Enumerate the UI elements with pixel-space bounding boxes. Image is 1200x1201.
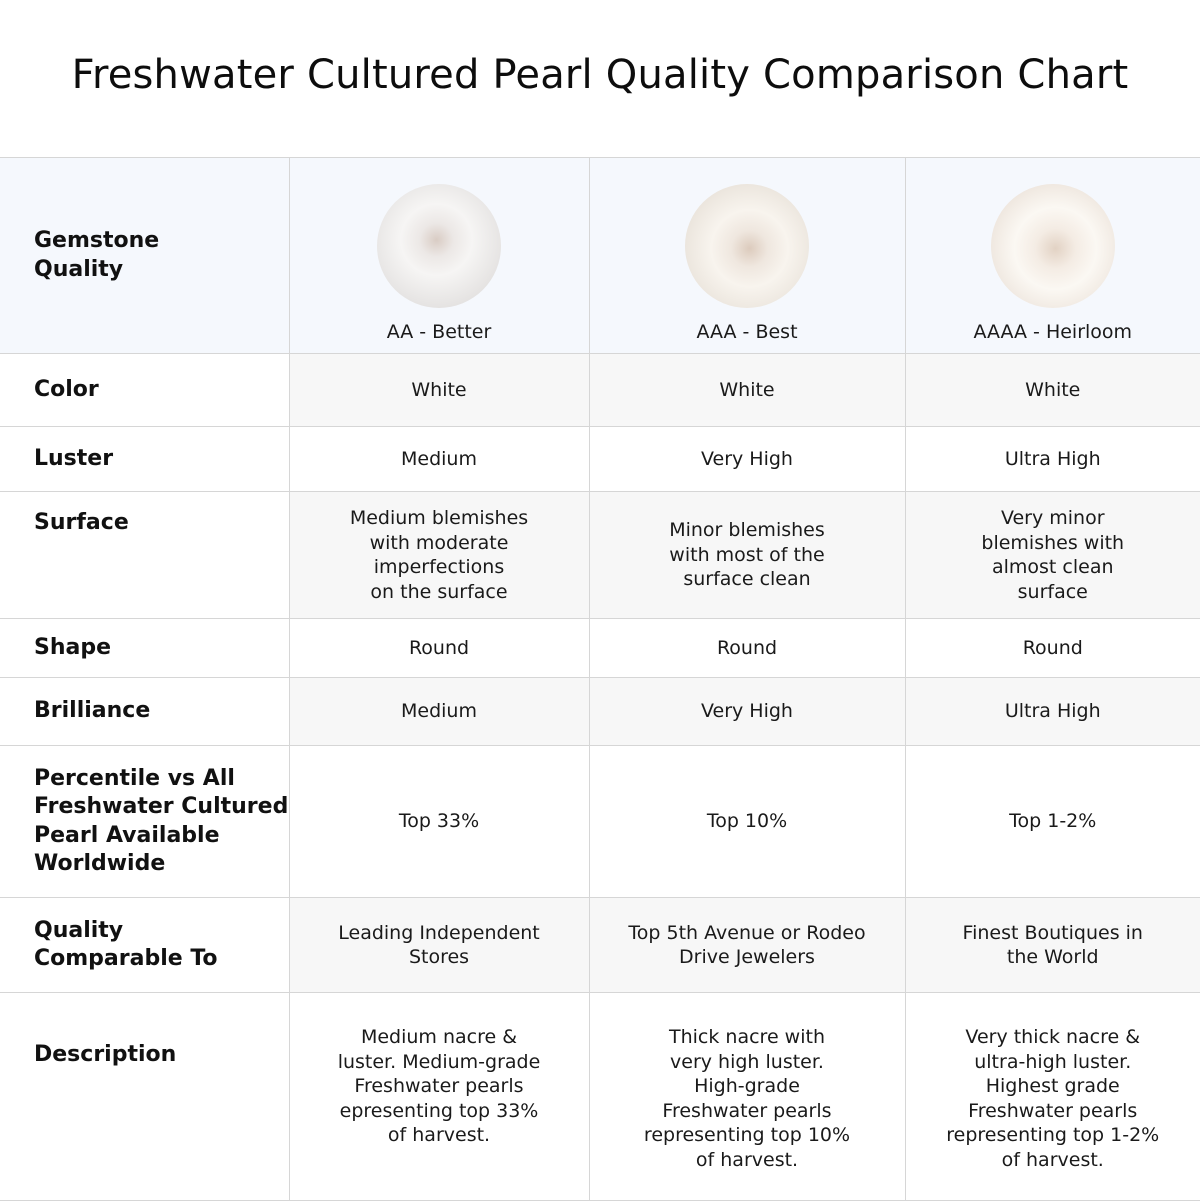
header-row: Gemstone Quality AA - Better AAA - Best … bbox=[0, 158, 1200, 354]
grade-name: AAA - Best bbox=[590, 320, 905, 345]
cell-value: Very minor blemishes with almost clean s… bbox=[905, 492, 1200, 619]
header-label: Gemstone Quality bbox=[0, 158, 289, 354]
cell-value: Minor blemishes with most of the surface… bbox=[589, 492, 905, 619]
pearl-image bbox=[685, 184, 809, 308]
cell-value: Medium bbox=[289, 678, 589, 746]
row-label: Surface bbox=[0, 492, 289, 619]
row-label: Percentile vs All Freshwater Cultured Pe… bbox=[0, 746, 289, 898]
cell-value: Thick nacre with very high luster. High-… bbox=[589, 993, 905, 1201]
row-label: Shape bbox=[0, 619, 289, 678]
cell-value: Medium blemishes with moderate imperfect… bbox=[289, 492, 589, 619]
cell-value: Round bbox=[289, 619, 589, 678]
cell-value: Ultra High bbox=[905, 678, 1200, 746]
table-row: Percentile vs All Freshwater Cultured Pe… bbox=[0, 746, 1200, 898]
cell-value: Round bbox=[589, 619, 905, 678]
cell-value: Top 10% bbox=[589, 746, 905, 898]
cell-value: Leading Independent Stores bbox=[289, 898, 589, 993]
cell-value: Top 33% bbox=[289, 746, 589, 898]
cell-value: Top 1-2% bbox=[905, 746, 1200, 898]
cell-value: Top 5th Avenue or Rodeo Drive Jewelers bbox=[589, 898, 905, 993]
page-title: Freshwater Cultured Pearl Quality Compar… bbox=[0, 52, 1200, 98]
cell-value: Round bbox=[905, 619, 1200, 678]
cell-value: Very High bbox=[589, 427, 905, 492]
cell-value: Medium nacre & luster. Medium-grade Fres… bbox=[289, 993, 589, 1201]
row-label: Color bbox=[0, 354, 289, 427]
cell-value: White bbox=[589, 354, 905, 427]
cell-value: Medium bbox=[289, 427, 589, 492]
grade-aaaa: AAAA - Heirloom bbox=[905, 158, 1200, 354]
grade-aaa: AAA - Best bbox=[589, 158, 905, 354]
row-label: Luster bbox=[0, 427, 289, 492]
row-label: Description bbox=[0, 993, 289, 1201]
cell-value: Very thick nacre & ultra-high luster. Hi… bbox=[905, 993, 1200, 1201]
cell-value: White bbox=[289, 354, 589, 427]
pearl-image bbox=[991, 184, 1115, 308]
grade-name: AA - Better bbox=[290, 320, 589, 345]
grade-aa: AA - Better bbox=[289, 158, 589, 354]
comparison-table: Gemstone Quality AA - Better AAA - Best … bbox=[0, 157, 1200, 1201]
row-label: Brilliance bbox=[0, 678, 289, 746]
cell-value: White bbox=[905, 354, 1200, 427]
cell-value: Very High bbox=[589, 678, 905, 746]
pearl-image bbox=[377, 184, 501, 308]
cell-value: Ultra High bbox=[905, 427, 1200, 492]
cell-value: Finest Boutiques in the World bbox=[905, 898, 1200, 993]
row-label: Quality Comparable To bbox=[0, 898, 289, 993]
grade-name: AAAA - Heirloom bbox=[906, 320, 1200, 345]
